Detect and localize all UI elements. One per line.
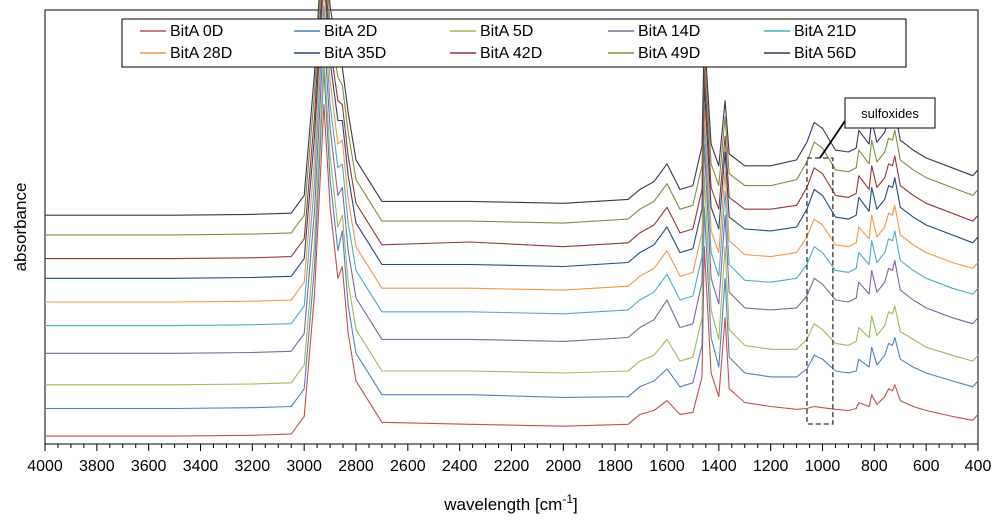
series-line-bita-42d	[45, 0, 979, 260]
legend-label: BitA 5D	[480, 23, 533, 40]
x-tick-label: 2000	[546, 458, 582, 475]
sulfoxides-label-box	[844, 97, 936, 129]
y-axis-title: absorbance	[11, 183, 30, 272]
series-line-bita-0d	[45, 104, 979, 437]
legend-label: BitA 0D	[170, 23, 223, 40]
series-line-bita-28d	[45, 0, 979, 303]
x-axis: 4000 3800 3600 3400 3200 3000 2800 2600 2400 2200…	[27, 444, 991, 475]
legend-label: BitA 42D	[480, 45, 542, 62]
x-axis-title-end: ]	[573, 495, 578, 514]
x-tick-label: 3000	[286, 458, 322, 475]
series-line-bita-14d	[45, 29, 979, 354]
sulfoxides-label: sulfoxides	[861, 106, 919, 121]
x-tick-label: 1800	[597, 458, 633, 475]
x-axis-title-main: wavelength [cm	[443, 495, 562, 514]
legend: BitA 0D BitA 2D BitA 5D BitA 14D BitA 21D Bit…	[121, 18, 907, 68]
series-line-bita-21d	[45, 5, 979, 327]
legend-label: BitA 49D	[638, 45, 700, 62]
x-tick-label: 4000	[27, 458, 63, 475]
series-line-bita-5d	[45, 56, 979, 386]
sulfoxides-callout-line	[819, 120, 846, 159]
x-axis-title: wavelength [cm-1]	[443, 492, 578, 514]
x-tick-label: 2400	[442, 458, 478, 475]
x-tick-label: 600	[913, 458, 940, 475]
legend-label: BitA 14D	[638, 23, 700, 40]
x-tick-label: 1000	[805, 458, 841, 475]
x-tick-label: 400	[965, 458, 992, 475]
legend-label: BitA 2D	[324, 23, 377, 40]
legend-label: BitA 21D	[794, 23, 856, 40]
series-line-bita-49d	[45, 0, 979, 236]
legend-label: BitA 35D	[324, 45, 386, 62]
x-tick-label: 800	[861, 458, 888, 475]
x-tick-label: 3600	[131, 458, 167, 475]
legend-box	[121, 18, 907, 68]
x-tick-label: 1200	[753, 458, 789, 475]
legend-label: BitA 28D	[170, 45, 232, 62]
x-tick-label: 3400	[183, 458, 219, 475]
x-tick-label: 2600	[390, 458, 426, 475]
x-tick-label: 1400	[701, 458, 737, 475]
x-tick-label: 3200	[235, 458, 271, 475]
plot-frame	[44, 9, 979, 445]
legend-label: BitA 56D	[794, 45, 856, 62]
x-tick-label: 3800	[79, 458, 115, 475]
series-line-bita-35d	[45, 0, 979, 279]
x-axis-title-superscript: -1	[562, 492, 573, 506]
annotation-layer: sulfoxides	[806, 97, 936, 425]
x-tick-label: 1600	[649, 458, 685, 475]
series-line-bita-2d	[45, 68, 979, 410]
x-tick-label: 2200	[494, 458, 530, 475]
x-tick-label: 2800	[338, 458, 374, 475]
